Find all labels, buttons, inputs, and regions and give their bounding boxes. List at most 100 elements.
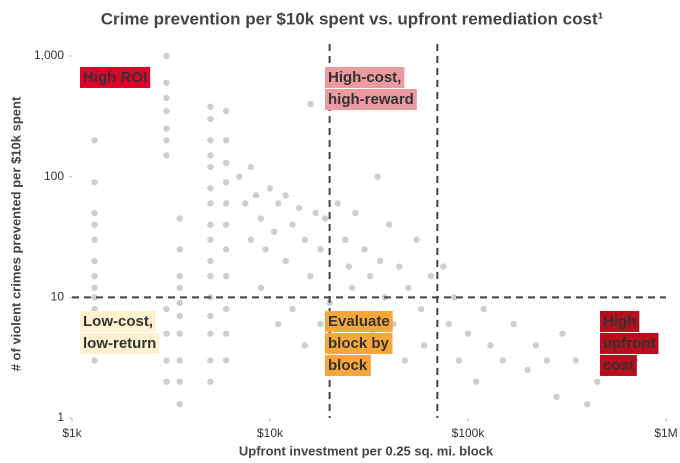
point: [301, 236, 309, 243]
x-tick-label: $1k: [62, 426, 82, 440]
point: [176, 312, 183, 320]
point: [176, 357, 183, 364]
point: [247, 163, 255, 171]
annotation-box: [325, 354, 371, 376]
point: [207, 236, 214, 243]
point: [207, 272, 214, 280]
point: [222, 137, 230, 144]
annotation-text: High: [603, 313, 636, 330]
point: [252, 192, 260, 199]
point: [91, 137, 98, 144]
point: [91, 305, 98, 313]
point: [163, 378, 170, 385]
point: [417, 305, 425, 313]
point: [274, 200, 282, 207]
annotation-text: Low-cost,: [83, 313, 153, 330]
point: [176, 330, 183, 337]
point: [342, 236, 349, 243]
point: [163, 330, 170, 337]
point: [91, 236, 98, 243]
point: [207, 221, 214, 228]
point: [91, 178, 98, 186]
point: [91, 221, 98, 228]
point: [266, 185, 274, 192]
point: [317, 246, 324, 253]
annotation-box: [600, 310, 640, 332]
point: [480, 305, 487, 313]
point: [222, 272, 230, 280]
point: [163, 107, 170, 115]
point: [413, 236, 420, 243]
point: [222, 107, 230, 115]
point: [553, 393, 560, 400]
point: [487, 342, 494, 349]
point: [348, 284, 356, 291]
point: [499, 357, 507, 364]
point: [464, 330, 472, 337]
point: [440, 263, 447, 270]
point: [176, 401, 183, 408]
point: [207, 357, 214, 364]
point: [207, 137, 214, 144]
point: [207, 103, 214, 110]
y-tick-label: 1: [57, 410, 64, 424]
point: [91, 284, 98, 291]
point: [257, 284, 265, 291]
point: [207, 312, 214, 320]
point: [163, 305, 170, 313]
point: [289, 305, 296, 313]
point: [222, 178, 230, 186]
annotation-text: block: [328, 357, 368, 374]
x-tick-label: $10k: [257, 426, 284, 440]
point: [543, 357, 550, 364]
point: [207, 163, 214, 171]
point: [396, 263, 403, 270]
point: [374, 173, 381, 180]
point: [207, 378, 214, 385]
point: [386, 221, 393, 228]
point: [510, 320, 517, 328]
point: [455, 357, 463, 364]
point: [289, 221, 296, 228]
point: [163, 94, 170, 102]
annotation-box: [325, 332, 393, 354]
point: [176, 378, 183, 385]
point: [163, 152, 170, 159]
point: [257, 215, 265, 222]
point: [91, 257, 98, 265]
annotation-text: cost: [603, 357, 634, 374]
annotation-box: [80, 332, 160, 354]
point: [222, 159, 230, 167]
point: [163, 137, 170, 144]
annotation: Low-cost, low-return: [80, 310, 160, 354]
x-tick-label: $1M: [654, 426, 677, 440]
point: [594, 378, 601, 385]
annotation-text: block by: [328, 335, 390, 352]
y-tick-label: 10: [51, 290, 65, 304]
annotation: High upfront cost: [600, 310, 659, 376]
point: [317, 320, 324, 328]
point: [270, 228, 278, 235]
annotation-box: [325, 310, 393, 332]
point: [207, 330, 214, 337]
point: [207, 257, 214, 265]
point: [222, 305, 230, 313]
point: [584, 401, 591, 408]
annotation-box: [80, 66, 151, 88]
point: [176, 284, 183, 291]
point: [207, 185, 214, 192]
x-axis-label: Upfront investment per 0.25 sq. mi. bloc…: [239, 443, 494, 458]
point: [222, 221, 230, 228]
point: [282, 192, 289, 199]
point: [366, 272, 374, 280]
y-axis-label: # of violent crimes prevented per $10k s…: [8, 96, 23, 371]
point: [163, 357, 170, 364]
y-tick-label: 100: [44, 169, 64, 183]
annotation-text: Evaluate: [328, 313, 390, 330]
point: [247, 236, 255, 243]
annotation: Evaluate block by block: [325, 310, 393, 376]
annotation-text: low-return: [83, 335, 156, 352]
point: [450, 294, 458, 301]
point: [222, 200, 230, 207]
